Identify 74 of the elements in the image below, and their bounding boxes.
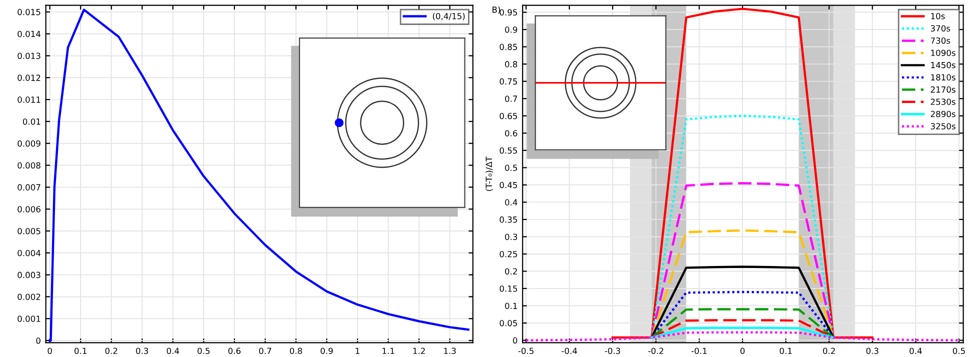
legend-label: (0,4/15) <box>432 12 465 20</box>
y-tick-label: 0.95 <box>500 9 518 16</box>
y-tick-label: 0.75 <box>500 78 518 85</box>
x-tick-label: 0 <box>740 348 745 354</box>
y-tick-label: 0.8 <box>505 61 518 68</box>
legend-label: 1810s <box>931 74 956 80</box>
y-tick-label: 0.001 <box>18 316 40 322</box>
y-tick-label: 0.006 <box>18 206 40 212</box>
y-tick-label: 0.008 <box>18 162 40 169</box>
x-tick-label: 1.1 <box>382 348 394 354</box>
x-tick-label: -0.1 <box>692 348 707 354</box>
y-tick-label: 0.007 <box>18 184 40 190</box>
y-tick-label: 0.6 <box>505 130 518 136</box>
legend-label: 2890s <box>930 110 956 118</box>
y-tick-label: 0 <box>512 337 518 344</box>
y-axis-title: (T-T₀)/ΔT <box>486 156 493 191</box>
x-tick-label: -0.3 <box>604 348 620 354</box>
x-tick-label: 0.3 <box>866 348 878 354</box>
legend-label: 10s <box>931 13 945 20</box>
y-tick-label: 0.4 <box>505 199 518 206</box>
x-tick-label: 0.5 <box>198 348 210 354</box>
legend-label: 730s <box>930 37 950 44</box>
x-tick-label: 0 <box>48 348 52 354</box>
legend-label: 2530s <box>930 98 956 105</box>
y-tick-label: 0.15 <box>500 285 518 292</box>
x-tick-label: 0.7 <box>259 348 272 354</box>
y-tick-label: 0.1 <box>505 302 517 310</box>
x-tick-label: 0.2 <box>823 348 835 354</box>
x-tick-label: 0.1 <box>74 348 86 354</box>
legend-label: 2170s <box>930 86 956 93</box>
y-tick-label: 0.002 <box>18 294 40 300</box>
x-tick-label: -0.2 <box>648 348 664 354</box>
y-tick-label: 0.65 <box>500 112 518 120</box>
text: B) <box>492 6 500 14</box>
y-tick-label: 0.015 <box>18 8 40 16</box>
x-tick-label: 1.2 <box>413 348 425 354</box>
x-tick-label: -0.4 <box>562 348 578 354</box>
y-tick-label: 0.05 <box>500 320 518 326</box>
y-tick-label: 0.7 <box>505 96 518 102</box>
x-tick-label: 0.1 <box>780 348 792 354</box>
y-tick-label: 0.012 <box>18 74 40 81</box>
y-tick-label: 0.25 <box>500 250 518 258</box>
x-tick-label: 0.6 <box>228 348 241 354</box>
x-tick-label: -0.5 <box>518 348 534 354</box>
x-tick-label: 0.3 <box>136 348 148 354</box>
y-tick-label: 0.01 <box>22 118 40 125</box>
y-tick-label: 0.3 <box>505 234 518 240</box>
y-tick-label: 0.005 <box>18 228 40 234</box>
x-tick-label: 1 <box>356 348 360 354</box>
y-tick-label: 0.014 <box>18 30 40 38</box>
x-tick-label: 1.3 <box>444 348 456 354</box>
x-tick-label: 0.4 <box>166 348 180 354</box>
y-tick-label: 0.003 <box>18 272 40 278</box>
legend-label: 1090s <box>931 50 956 56</box>
x-tick-label: 0.2 <box>105 348 118 354</box>
y-tick-label: 0.85 <box>500 44 518 50</box>
y-tick-label: 0.011 <box>18 96 40 103</box>
x-tick-label: 0.8 <box>290 348 302 354</box>
y-tick-label: 0.013 <box>18 52 40 60</box>
x-tick-label: 0.9 <box>320 348 333 354</box>
legend-label: 370s <box>930 25 950 32</box>
y-tick-label: 0.45 <box>500 182 518 188</box>
legend-label: 3250s <box>930 123 956 130</box>
y-tick-label: 0.9 <box>505 26 518 33</box>
x-tick-label: 0.4 <box>910 348 922 354</box>
y-tick-label: 0.5 <box>505 164 518 171</box>
x-tick-label: 0.5 <box>952 348 965 354</box>
y-tick-label: 0.009 <box>18 140 40 147</box>
legend-label: 1450s <box>931 62 956 68</box>
y-tick-label: 0.55 <box>500 147 518 154</box>
y-tick-label: 0.004 <box>18 250 40 256</box>
y-tick-label: 0.2 <box>505 268 517 275</box>
y-tick-label: 0.35 <box>500 216 518 223</box>
y-tick-label: 0 <box>36 338 40 344</box>
